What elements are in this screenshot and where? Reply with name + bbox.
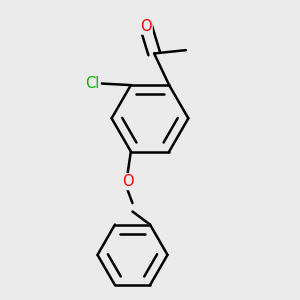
Text: O: O — [140, 19, 152, 34]
Text: O: O — [122, 174, 133, 189]
Text: Cl: Cl — [85, 76, 100, 91]
